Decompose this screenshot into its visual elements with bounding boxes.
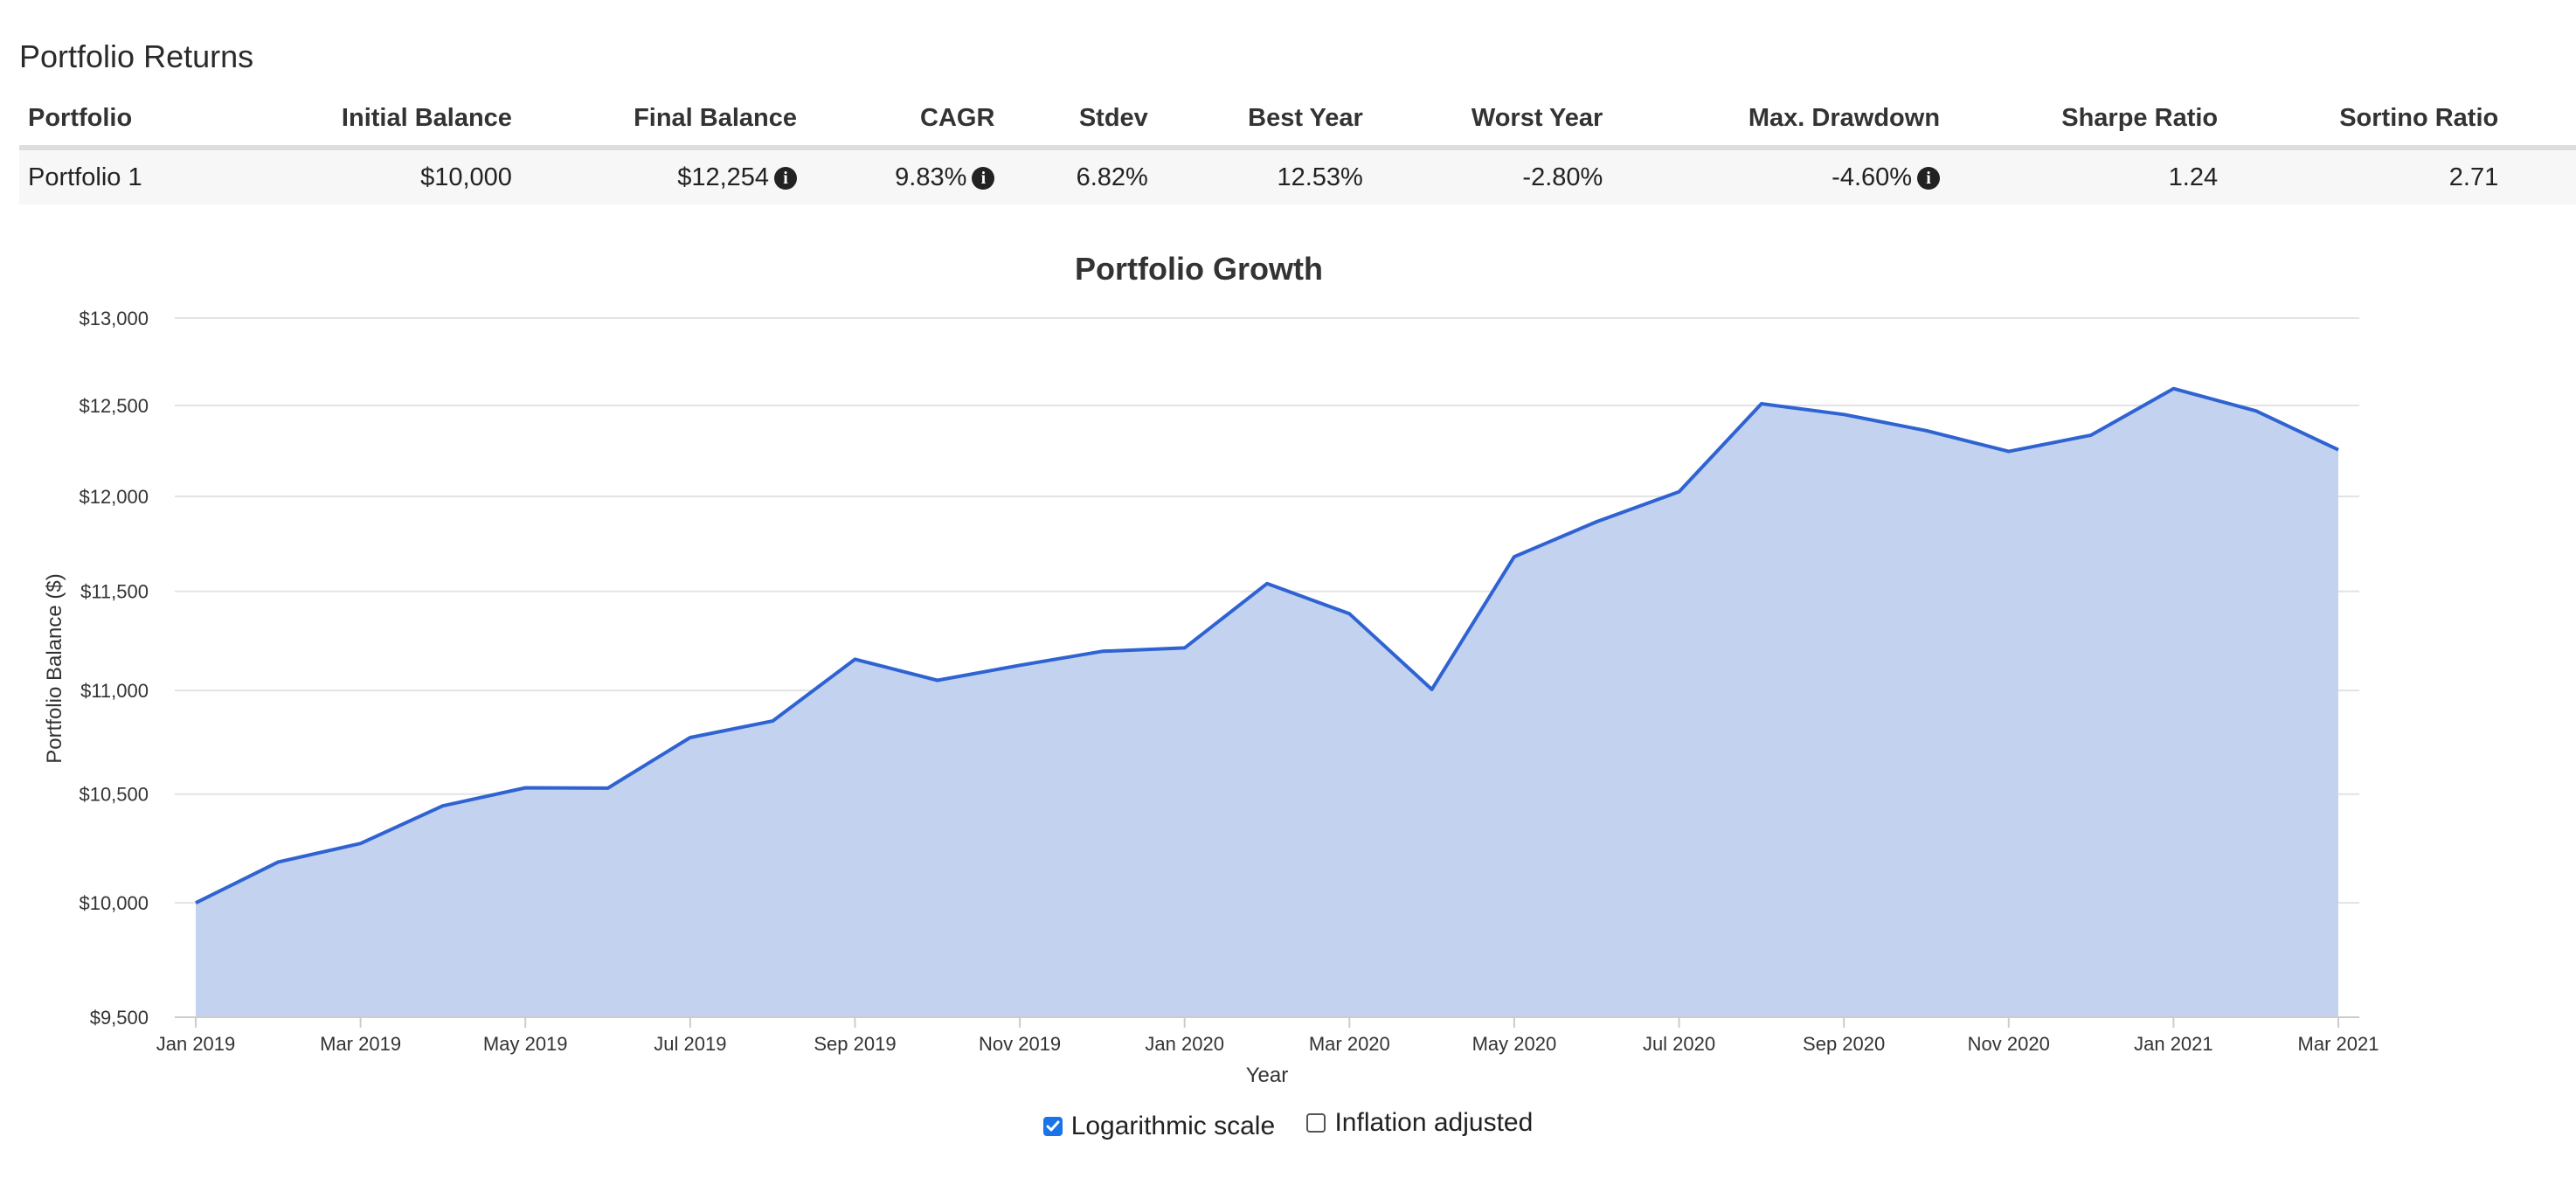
x-tick-label: Jul 2019 <box>654 1033 726 1055</box>
y-tick-label: $9,500 <box>90 1007 149 1029</box>
column-header[interactable]: Sortino Ratio <box>2226 91 2508 150</box>
column-header[interactable]: Max. Drawdown <box>1611 91 1949 150</box>
x-tick-label: Nov 2020 <box>1968 1033 2050 1055</box>
info-circle-icon[interactable]: i <box>972 166 995 190</box>
x-axis-ticks: Jan 2019 Mar 2019 May 2019 Jul 2019 Sep 2019… <box>156 1017 2379 1055</box>
column-header[interactable]: Best Year <box>1156 91 1372 150</box>
table-cell-spacer <box>2507 148 2576 204</box>
table-cell: 1.24 <box>1949 148 2227 204</box>
chart-options: Logarithmic scale Inflation adjusted <box>0 1108 2576 1141</box>
check-icon <box>1046 1120 1060 1132</box>
y-tick-label: $13,000 <box>79 308 149 329</box>
y-tick-label: $12,000 <box>79 486 149 508</box>
y-tick-label: $10,500 <box>79 784 149 806</box>
log-scale-label: Logarithmic scale <box>1070 1112 1276 1140</box>
column-header[interactable]: Worst Year <box>1371 91 1612 150</box>
x-axis-label: Year <box>1246 1064 1289 1087</box>
table-cell: 2.71 <box>2226 148 2508 204</box>
x-tick-label: May 2019 <box>483 1033 568 1055</box>
table-cell: 12.53% <box>1156 148 1372 204</box>
y-tick-label: $10,000 <box>79 892 149 914</box>
log-scale-checkbox[interactable] <box>1042 1117 1063 1136</box>
y-tick-label: $11,500 <box>80 581 149 603</box>
column-header[interactable]: Final Balance <box>520 91 807 150</box>
column-header[interactable]: Stdev <box>1003 91 1157 150</box>
column-spacer <box>2507 91 2576 150</box>
cagr-value: 9.83% <box>895 163 967 191</box>
series-area <box>196 388 2338 1017</box>
x-tick-label: Jan 2021 <box>2134 1033 2213 1055</box>
x-tick-label: Sep 2019 <box>814 1033 896 1055</box>
returns-table: Portfolio Initial Balance Final Balance … <box>19 91 2576 204</box>
table-cell: Portfolio 1 <box>19 148 223 204</box>
info-circle-icon[interactable]: i <box>774 166 798 190</box>
y-tick-label: $11,000 <box>80 680 149 702</box>
y-tick-label: $12,500 <box>79 395 149 417</box>
max-drawdown-value: -4.60% <box>1832 163 1913 191</box>
column-header[interactable]: Initial Balance <box>222 91 521 150</box>
x-tick-label: Mar 2021 <box>2298 1033 2379 1055</box>
table-cell: 9.83% i <box>806 148 1004 204</box>
table-cell: 6.82% <box>1003 148 1157 204</box>
x-tick-label: Sep 2020 <box>1803 1033 1885 1055</box>
table-cell: $12,254 i <box>520 148 807 204</box>
inflation-adjusted-label: Inflation adjusted <box>1334 1108 1534 1137</box>
info-circle-icon[interactable]: i <box>1917 166 1941 190</box>
y-axis-label: Portfolio Balance ($) <box>43 573 66 763</box>
chart-title: Portfolio Growth <box>1075 251 1323 287</box>
column-header[interactable]: Sharpe Ratio <box>1949 91 2227 150</box>
x-tick-label: Jan 2020 <box>1145 1033 1224 1055</box>
log-scale-option[interactable]: Logarithmic scale <box>1042 1112 1276 1141</box>
table-row: Portfolio 1 $10,000 $12,254 i 9.83% i 6.82… <box>19 148 2576 204</box>
table-cell: $10,000 <box>222 148 521 204</box>
portfolio-growth-chart: Portfolio Growth $9,500 $10,000 $10,500 $11… <box>43 251 2379 1087</box>
column-header[interactable]: Portfolio <box>19 91 223 150</box>
table-cell: -2.80% <box>1371 148 1612 204</box>
column-header[interactable]: CAGR <box>806 91 1004 150</box>
y-axis-ticks: $9,500 $10,000 $10,500 $11,000 $11,500 $12,00… <box>79 308 149 1029</box>
table-cell: -4.60% i <box>1611 148 1949 204</box>
x-tick-label: Mar 2020 <box>1309 1033 1390 1055</box>
inflation-adjusted-option[interactable]: Inflation adjusted <box>1306 1108 1533 1138</box>
table-header-row: Portfolio Initial Balance Final Balance … <box>19 91 2576 150</box>
series-line[interactable] <box>195 386 2339 904</box>
inflation-adjusted-checkbox[interactable] <box>1306 1113 1326 1133</box>
x-tick-label: Nov 2019 <box>979 1033 1061 1055</box>
section-title: Portfolio Returns <box>19 38 254 74</box>
x-tick-label: Jan 2019 <box>156 1033 236 1055</box>
x-tick-label: Mar 2019 <box>320 1033 401 1055</box>
final-balance-value: $12,254 <box>677 163 770 191</box>
x-tick-label: Jul 2020 <box>1643 1033 1715 1055</box>
x-tick-label: May 2020 <box>1472 1033 1557 1055</box>
